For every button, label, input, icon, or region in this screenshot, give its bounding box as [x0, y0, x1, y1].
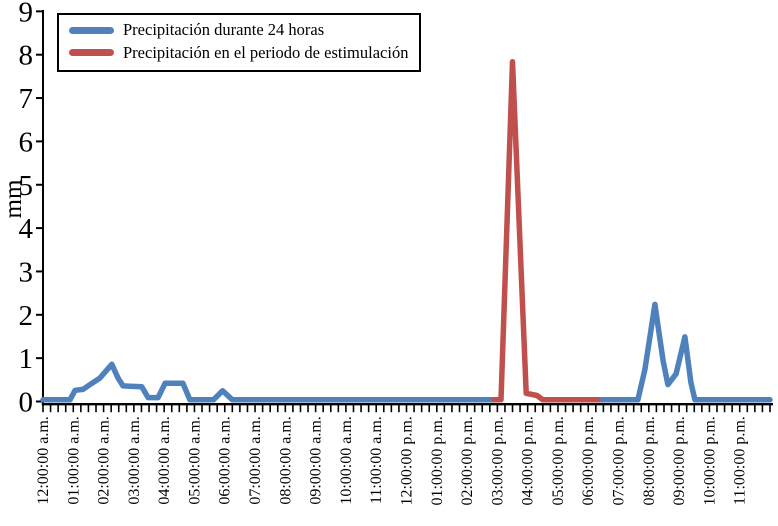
legend-item-24h: Precipitación durante 24 horas [69, 20, 408, 41]
legend-label-stimulation: Precipitación en el periodo de estimulac… [123, 42, 409, 62]
x-tick-label: 06:00:00 a.m. [217, 416, 234, 504]
x-tick-label: 11:00:00 p.m. [732, 416, 749, 505]
x-tick-label: 12:00:00 a.m. [35, 416, 52, 504]
x-tick-label: 03:00:00 p.m. [489, 416, 506, 505]
legend-line-swatch-blue-icon [69, 26, 114, 34]
x-tick-label: 03:00:00 a.m. [126, 416, 143, 504]
y-tick-label: 3 [19, 256, 34, 288]
y-tick-label: 7 [19, 83, 34, 115]
y-tick-label: 4 [19, 213, 34, 245]
y-tick-label: 5 [19, 170, 34, 202]
x-tick-label: 05:00:00 p.m. [550, 416, 567, 505]
x-tick-label: 07:00:00 a.m. [247, 416, 264, 504]
x-axis-minor-ticks [42, 404, 771, 413]
x-tick-label: 04:00:00 p.m. [520, 416, 537, 505]
y-tick-label: 1 [19, 343, 34, 375]
legend-label-24h: Precipitación durante 24 horas [123, 20, 325, 39]
y-tick-label: 6 [19, 126, 34, 158]
y-tick-label: 0 [19, 387, 34, 419]
legend: Precipitación durante 24 horas Precipita… [57, 13, 422, 73]
x-tick-label: 08:00:00 a.m. [277, 416, 294, 504]
x-tick-label: 02:00:00 a.m. [96, 416, 113, 504]
x-tick-label: 05:00:00 a.m. [186, 416, 203, 504]
series-line-0 [595, 301, 773, 403]
x-tick-label: 11:00:00 a.m. [368, 416, 385, 504]
x-tick-label: 10:00:00 a.m. [338, 416, 355, 504]
x-tick-label: 07:00:00 p.m. [611, 416, 628, 505]
y-axis-ticks-and-labels: 0 1 2 3 4 5 6 7 8 9 [19, 0, 43, 419]
x-tick-label: 02:00:00 p.m. [459, 416, 476, 505]
series-0 [40, 301, 773, 403]
series-line-1 [491, 58, 601, 403]
x-tick-label: 06:00:00 p.m. [580, 416, 597, 505]
x-tick-label: 01:00:00 p.m. [429, 416, 446, 505]
x-tick-label: 12:00:00 p.m. [399, 416, 416, 505]
y-axis-title: mm [0, 179, 27, 219]
legend-item-stimulation: Precipitación en el periodo de estimulac… [69, 43, 408, 64]
y-tick-label: 8 [19, 40, 34, 72]
series-1 [491, 58, 601, 403]
legend-line-swatch-red-icon [69, 49, 114, 57]
y-tick-label: 2 [19, 300, 34, 332]
x-axis-labels: 12:00:00 a.m. 01:00:00 a.m. 02:00:00 a.m. 0… [35, 416, 749, 505]
x-tick-label: 08:00:00 p.m. [641, 416, 658, 505]
series-line-0 [40, 361, 497, 403]
x-tick-label: 09:00:00 p.m. [671, 416, 688, 505]
x-tick-label: 04:00:00 a.m. [156, 416, 173, 504]
x-tick-label: 01:00:00 a.m. [65, 416, 82, 504]
x-tick-label: 09:00:00 a.m. [308, 416, 325, 504]
y-tick-label: 9 [19, 0, 34, 28]
x-tick-label: 10:00:00 p.m. [701, 416, 718, 505]
